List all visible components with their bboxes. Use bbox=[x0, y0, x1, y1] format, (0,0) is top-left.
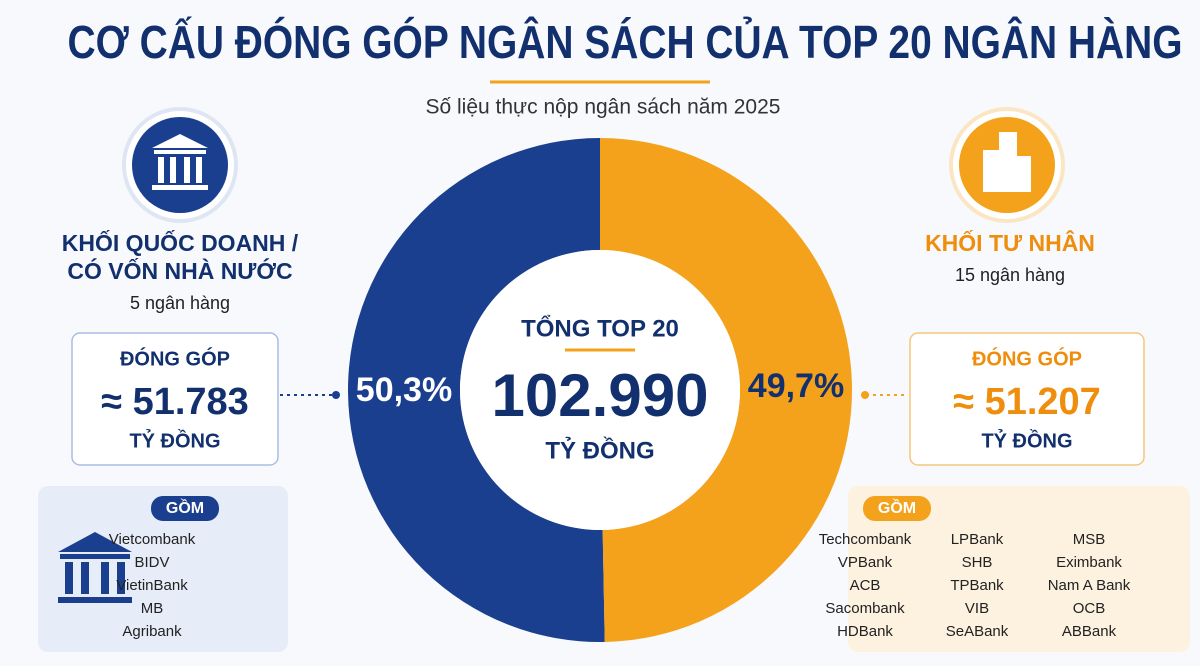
bank-name: TPBank bbox=[950, 577, 1004, 594]
group-count: 5 ngân hàng bbox=[130, 293, 230, 313]
box-label: ĐÓNG GÓP bbox=[972, 346, 1082, 370]
subtitle: Số liệu thực nộp ngân sách năm 2025 bbox=[426, 96, 781, 119]
center-heading: TỔNG TOP 20 bbox=[521, 314, 679, 342]
bank-name: BIDV bbox=[134, 554, 169, 571]
right-pill bbox=[863, 496, 931, 521]
segment-label: 49,7% bbox=[748, 367, 844, 405]
left-box bbox=[71, 332, 279, 466]
group-count: 15 ngân hàng bbox=[955, 265, 1065, 285]
center-unit: TỶ ĐỒNG bbox=[545, 435, 654, 464]
group-name: CÓ VỐN NHÀ NƯỚC bbox=[67, 257, 292, 284]
bank-name: Nam A Bank bbox=[1048, 577, 1131, 594]
bank-name: VPBank bbox=[838, 554, 893, 571]
box-label: ĐÓNG GÓP bbox=[120, 346, 230, 370]
bank-name: ACB bbox=[850, 577, 881, 594]
center-amount: 102.990 bbox=[492, 362, 709, 429]
bank-name: MSB bbox=[1073, 531, 1106, 548]
bank-name: Vietcombank bbox=[109, 531, 196, 548]
list-title: GỒM bbox=[166, 498, 204, 517]
right-connector-dot bbox=[861, 391, 869, 399]
bank-name: SHB bbox=[962, 554, 993, 571]
donut-segment bbox=[600, 138, 853, 642]
title: CƠ CẤU ĐÓNG GÓP NGÂN SÁCH CỦA TOP 20 NGÂ… bbox=[68, 16, 1183, 68]
private-bank-icon bbox=[949, 107, 1065, 223]
box-unit: TỶ ĐỒNG bbox=[129, 428, 220, 452]
bank-name: LPBank bbox=[951, 531, 1004, 548]
bank-name: Techcombank bbox=[819, 531, 912, 548]
bank-name: HDBank bbox=[837, 623, 893, 640]
box-amount: ≈ 51.207 bbox=[953, 381, 1101, 423]
bank-name: ABBank bbox=[1062, 623, 1117, 640]
left-panel bbox=[38, 486, 288, 652]
left-pill bbox=[151, 496, 219, 521]
segment-label: 50,3% bbox=[356, 371, 452, 409]
donut-hole bbox=[460, 250, 740, 530]
bank-name: Eximbank bbox=[1056, 554, 1122, 571]
state-bank-icon bbox=[122, 107, 238, 223]
group-name: KHỐI QUỐC DOANH / bbox=[62, 229, 299, 256]
donut-segment bbox=[348, 138, 605, 642]
box-unit: TỶ ĐỒNG bbox=[981, 428, 1072, 452]
bank-name: OCB bbox=[1073, 600, 1106, 617]
list-title: GỒM bbox=[878, 498, 916, 517]
box-amount: ≈ 51.783 bbox=[101, 381, 249, 423]
bank-name: Agribank bbox=[122, 623, 182, 640]
bank-name: Sacombank bbox=[825, 600, 905, 617]
donut-chart: 50,3% 49,7% TỔNG TOP 20 102.990 TỶ ĐỒNG bbox=[348, 138, 853, 642]
right-box bbox=[909, 332, 1145, 466]
bank-name: SeABank bbox=[946, 623, 1009, 640]
panel-bank-icon bbox=[58, 532, 132, 603]
left-connector-dot bbox=[332, 391, 340, 399]
right-panel bbox=[848, 486, 1190, 652]
bank-name: VietinBank bbox=[116, 577, 188, 594]
bank-name: MB bbox=[141, 600, 164, 617]
bank-name: VIB bbox=[965, 600, 989, 617]
group-name: KHỐI TƯ NHÂN bbox=[925, 229, 1095, 256]
